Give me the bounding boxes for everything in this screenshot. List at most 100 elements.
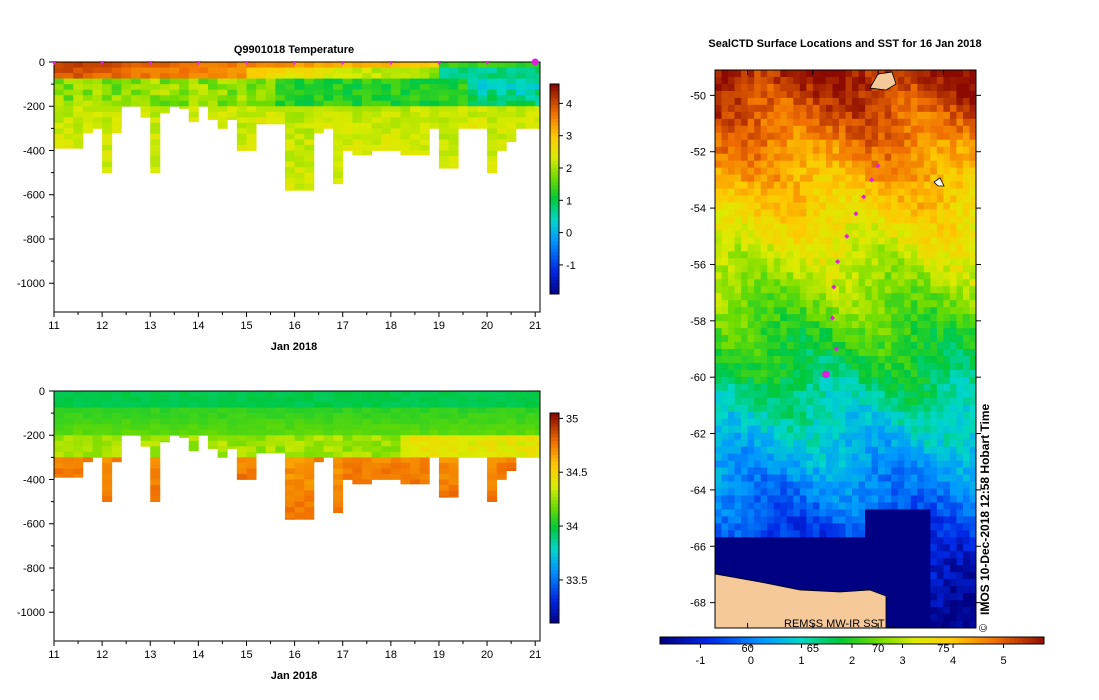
sst-cell: [786, 439, 794, 448]
colorbar-tick-label: 4: [566, 98, 572, 110]
profile-cell: [82, 78, 93, 85]
sst-cell: [760, 530, 768, 538]
profile-cell: [448, 468, 459, 475]
profile-cell: [227, 418, 238, 425]
profile-cell: [410, 62, 421, 68]
profile-cell: [371, 89, 382, 96]
profile-cell: [535, 84, 541, 91]
profile-cell: [535, 78, 541, 85]
sst-cell: [812, 181, 820, 189]
sst-cell: [962, 572, 970, 580]
sst-cell: [825, 335, 833, 343]
sst-cell: [825, 321, 833, 329]
profile-cell: [515, 396, 526, 403]
sst-cell: [741, 404, 749, 413]
profile-cell: [313, 402, 324, 408]
sst-cell: [897, 195, 905, 203]
sst-cell: [728, 362, 735, 371]
profile-cell: [304, 183, 315, 190]
profile-cell: [333, 496, 344, 503]
profile-cell: [525, 402, 536, 408]
sst-cell: [852, 509, 859, 517]
profile-cell: [419, 468, 430, 475]
profile-cell: [217, 100, 228, 107]
profile-cell: [477, 122, 488, 129]
sst-cell: [910, 209, 918, 217]
sst-cell: [969, 362, 977, 371]
profile-cell: [207, 440, 218, 447]
profile-cell: [54, 451, 65, 458]
sst-cell: [819, 397, 827, 406]
sst-cell: [812, 446, 820, 455]
profile-cell: [304, 128, 315, 135]
sst-cell: [917, 390, 925, 399]
profile-cell: [487, 451, 498, 458]
sst-cell: [897, 369, 905, 378]
sst-cell: [878, 572, 886, 580]
sst-cell: [858, 70, 866, 78]
sst-cell: [741, 153, 749, 162]
sst-cell: [956, 160, 964, 169]
sst-cell: [799, 230, 807, 238]
profile-cell: [371, 144, 382, 151]
profile-cell: [294, 451, 305, 458]
profile-cell: [381, 117, 392, 124]
sst-cell: [773, 139, 781, 148]
sst-cell: [865, 132, 873, 141]
sst-cell: [871, 355, 879, 364]
sst-cell: [799, 579, 807, 587]
sst-cell: [760, 272, 768, 280]
sst-cell: [838, 349, 846, 357]
sst-cell: [891, 202, 899, 210]
sst-cell: [962, 195, 970, 203]
profile-cell: [304, 161, 315, 168]
sst-cell: [923, 369, 931, 378]
profile-cell: [256, 391, 267, 397]
sst-cell: [858, 111, 866, 120]
sst-cell: [812, 251, 820, 259]
sst-cell: [721, 342, 729, 350]
sst-cell: [878, 286, 886, 294]
sst-cell: [962, 509, 970, 517]
x-tick-label: 19: [433, 649, 445, 661]
sst-cell: [806, 202, 814, 210]
profile-cell: [73, 67, 84, 74]
sst-cell: [799, 418, 807, 427]
profile-cell: [150, 490, 161, 497]
sst-cell: [891, 111, 899, 120]
y-tick-label: -1000: [17, 278, 45, 290]
sst-cell: [793, 223, 801, 231]
profile-cell: [506, 391, 517, 397]
profile-cell: [275, 122, 286, 125]
colorbar-swatch: [550, 609, 559, 613]
sst-cell: [760, 258, 768, 266]
profile-cell: [487, 89, 498, 96]
sst-cell: [917, 174, 925, 182]
sst-cell: [838, 369, 846, 378]
sst-cell: [858, 516, 866, 524]
profile-cell: [429, 424, 440, 431]
sst-cell: [812, 70, 820, 78]
profile-cell: [54, 89, 65, 96]
sst-cell: [728, 376, 735, 385]
sst-cell: [780, 195, 788, 203]
sst-cell: [728, 237, 735, 245]
sst-cell: [910, 369, 918, 378]
sst-cell: [904, 195, 912, 203]
sst-cell: [845, 376, 853, 385]
sst-cell: [773, 502, 781, 510]
sst-cell: [799, 167, 807, 176]
sst-cell: [793, 572, 801, 580]
sst-cell: [969, 418, 977, 427]
x-tick-label: 12: [96, 649, 108, 661]
sst-cell: [832, 397, 840, 406]
sst-cell: [786, 223, 794, 231]
profile-cell: [333, 67, 344, 74]
sst-cell: [734, 439, 742, 448]
profile-cell: [313, 418, 324, 425]
colorbar-swatch: [550, 224, 559, 228]
island: [869, 71, 897, 91]
profile-cell: [342, 402, 353, 408]
sst-cell: [956, 432, 964, 441]
sst-cell: [825, 530, 833, 538]
